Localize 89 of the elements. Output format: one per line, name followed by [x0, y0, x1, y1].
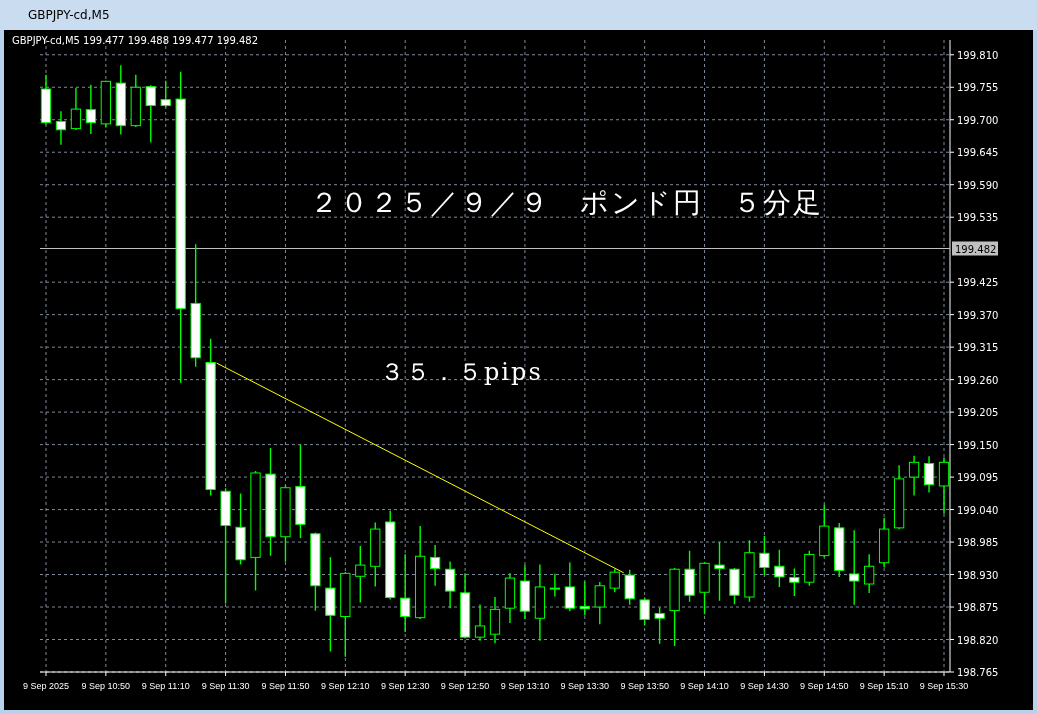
x-tick-label: 9 Sep 14:10 — [680, 681, 729, 691]
candlestick — [669, 568, 680, 647]
candlestick — [923, 456, 935, 493]
candlestick — [429, 544, 441, 586]
candlestick — [355, 546, 366, 603]
x-tick-label: 9 Sep 15:10 — [859, 681, 909, 691]
candlestick — [714, 541, 725, 601]
candlestick — [893, 465, 905, 529]
x-tick-label: 9 Sep 11:30 — [201, 681, 250, 691]
y-tick-label: 199.040 — [957, 504, 999, 516]
candlestick — [55, 111, 67, 145]
y-tick-label: 199.150 — [957, 439, 999, 451]
x-tick-label: 9 Sep 13:50 — [620, 681, 669, 691]
candlestick — [699, 562, 710, 615]
candlestick — [879, 517, 890, 568]
y-tick-label: 199.260 — [957, 374, 999, 386]
annotation: ３５．５pips — [380, 358, 543, 386]
y-tick-label: 199.315 — [957, 342, 999, 354]
candlestick — [489, 596, 501, 644]
y-tick-label: 199.590 — [957, 179, 999, 191]
candlestick — [235, 493, 246, 565]
x-tick-label: 9 Sep 11:10 — [141, 681, 190, 691]
candlestick — [280, 485, 291, 562]
y-tick-label: 199.645 — [957, 147, 999, 159]
ref-line-label: 199.482 — [955, 243, 997, 255]
y-tick-label: 199.700 — [957, 114, 999, 126]
x-tick-label: 9 Sep 12:30 — [380, 681, 430, 691]
candlestick — [519, 564, 531, 619]
candlestick — [265, 448, 276, 556]
chart-title: GBPJPY-cd,M5 — [28, 8, 110, 22]
candlestick — [849, 530, 860, 605]
candlestick — [774, 549, 785, 588]
chart-subtitle: GBPJPY-cd,M5 199.477 199.488 199.477 199.482 — [12, 35, 259, 46]
y-tick-label: 199.425 — [957, 277, 999, 289]
y-tick-label: 199.370 — [957, 309, 999, 321]
candlestick — [400, 554, 411, 632]
y-tick-label: 199.095 — [957, 472, 999, 484]
candlestick — [160, 80, 171, 107]
candlestick — [654, 607, 665, 644]
y-tick-label: 199.535 — [957, 212, 999, 224]
candlestick — [115, 65, 126, 135]
candlestick — [908, 455, 920, 496]
y-tick-label: 198.765 — [957, 667, 999, 678]
candlestick — [789, 568, 800, 596]
candlestick — [340, 572, 351, 657]
y-tick-label: 198.875 — [957, 602, 999, 614]
x-tick-label: 9 Sep 13:10 — [500, 681, 550, 691]
candlestick — [594, 582, 605, 625]
candlestick — [444, 561, 456, 609]
candlestick — [474, 604, 486, 641]
candlestick — [534, 564, 546, 641]
x-tick-label: 9 Sep 12:10 — [321, 681, 370, 691]
y-tick-label: 199.205 — [957, 407, 999, 419]
candlestick — [220, 488, 231, 604]
y-tick-label: 199.755 — [957, 82, 999, 94]
candlestick — [549, 573, 561, 597]
candlestick — [370, 522, 381, 587]
x-tick-label: 9 Sep 14:30 — [740, 681, 789, 691]
candlestick — [819, 504, 830, 557]
candlestick — [295, 444, 306, 539]
candlestick — [325, 557, 336, 652]
candlestick — [310, 533, 321, 611]
candlestick — [70, 87, 82, 130]
candlestick — [145, 86, 156, 143]
x-tick-label: 9 Sep 10:50 — [81, 681, 131, 691]
candlestick — [175, 71, 186, 383]
x-tick-label: 9 Sep 13:30 — [560, 681, 610, 691]
x-tick-label: 9 Sep 14:50 — [800, 681, 849, 691]
candlestick — [415, 526, 426, 619]
candlestick — [190, 244, 201, 367]
candlestick — [85, 84, 97, 135]
y-tick-label: 198.820 — [957, 634, 999, 646]
y-tick-label: 198.985 — [957, 537, 999, 549]
candlestick — [564, 562, 575, 612]
x-tick-label: 9 Sep 12:50 — [440, 681, 490, 691]
x-tick-label: 9 Sep 11:50 — [261, 681, 310, 691]
candlestick — [684, 550, 695, 602]
candlestick — [40, 74, 52, 124]
annotation: ２０２５／９／９ ポンド円 ５分足 — [310, 186, 823, 219]
candlestick — [759, 536, 770, 576]
x-tick-label: 9 Sep 2025 — [22, 681, 70, 691]
x-tick-label: 9 Sep 15:30 — [919, 681, 969, 691]
candlestick — [864, 554, 875, 593]
candlestick — [100, 80, 111, 128]
y-tick-label: 199.810 — [957, 49, 999, 61]
y-tick-label: 198.930 — [957, 569, 999, 581]
candlestick — [504, 573, 516, 624]
candlestick — [250, 472, 261, 591]
candlestick — [205, 338, 216, 496]
